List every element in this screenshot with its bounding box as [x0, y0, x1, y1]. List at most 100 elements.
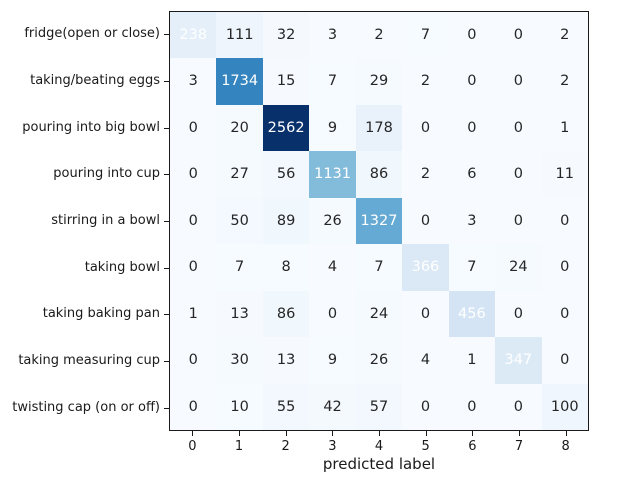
- matrix-cell: 0: [541, 290, 588, 338]
- matrix-cell: 1: [448, 337, 496, 384]
- matrix-cell: 6: [448, 151, 496, 198]
- matrix-cell: 100: [541, 383, 588, 430]
- matrix-cell: 0: [170, 337, 217, 384]
- x-tick-mark: [285, 431, 287, 436]
- matrix-cell: 32: [262, 12, 310, 59]
- matrix-cell: 1131: [309, 151, 356, 198]
- matrix-cell: 0: [448, 383, 496, 430]
- matrix-cell: 0: [495, 290, 542, 338]
- heatmap-cells: 238 111 32 3 2 7 0 0 2 3 1734 15 7 29 2 0 0 2 0 20 2562 9 178 0…: [170, 12, 588, 430]
- y-tick-label: stirring in a bowl: [51, 213, 160, 228]
- matrix-cell: 0: [402, 197, 449, 245]
- matrix-cell: 13: [262, 337, 310, 384]
- y-tick-label: taking/beating eggs: [30, 73, 160, 88]
- matrix-cell: 86: [262, 290, 310, 338]
- matrix-cell: 56: [262, 151, 310, 198]
- y-tick-mark: [164, 221, 169, 222]
- matrix-cell: 50: [216, 197, 263, 245]
- matrix-cell: 0: [309, 290, 356, 338]
- y-tick-label: pouring into cup: [53, 166, 160, 182]
- matrix-cell: 0: [495, 58, 542, 105]
- matrix-cell: 0: [402, 290, 449, 338]
- matrix-cell: 9: [309, 104, 356, 152]
- matrix-cell: 238: [170, 12, 217, 59]
- y-tick-label: twisting cap (on or off): [12, 399, 160, 415]
- matrix-cell: 0: [170, 151, 217, 198]
- y-tick-label: pouring into big bowl: [22, 119, 160, 135]
- matrix-cell: 9: [309, 337, 356, 384]
- x-tick-mark: [519, 431, 520, 436]
- x-tick-mark: [192, 431, 194, 436]
- matrix-cell: 24: [355, 290, 403, 338]
- y-tick-mark: [164, 267, 169, 269]
- matrix-cell: 4: [309, 244, 356, 291]
- y-tick-mark: [164, 34, 169, 36]
- matrix-cell: 0: [448, 12, 496, 59]
- x-tick-label: 7: [514, 439, 524, 454]
- x-tick-label: 3: [328, 439, 337, 454]
- matrix-cell: 0: [495, 383, 542, 430]
- y-tick-mark: [164, 407, 169, 409]
- x-tick-mark: [379, 431, 380, 436]
- matrix-cell: 57: [355, 383, 403, 430]
- x-tick-label: 5: [421, 439, 430, 454]
- matrix-cell: 55: [262, 383, 310, 430]
- x-tick-label: 4: [374, 439, 384, 454]
- x-tick-mark: [565, 431, 567, 436]
- x-tick-mark: [332, 431, 334, 436]
- matrix-cell: 26: [355, 337, 403, 384]
- matrix-cell: 0: [495, 12, 542, 59]
- matrix-cell: 2: [402, 151, 449, 198]
- x-tick-mark: [425, 431, 427, 436]
- matrix-cell: 7: [216, 244, 263, 291]
- matrix-cell: 2: [541, 58, 588, 105]
- matrix-cell: 1734: [216, 58, 263, 105]
- matrix-cell: 13: [216, 290, 263, 338]
- matrix-cell: 4: [402, 337, 449, 384]
- matrix-cell: 7: [309, 58, 356, 105]
- matrix-cell: 10: [216, 383, 263, 430]
- matrix-cell: 111: [216, 12, 263, 59]
- heatmap-plot: 238 111 32 3 2 7 0 0 2 3 1734 15 7 29 2 0 0 2 0 20 2562 9 178 0…: [169, 11, 589, 431]
- x-tick-mark: [472, 431, 474, 436]
- matrix-cell: 42: [309, 383, 356, 430]
- x-tick-label: 0: [188, 439, 197, 454]
- matrix-cell: 86: [355, 151, 403, 198]
- matrix-cell: 0: [170, 383, 217, 430]
- x-tick-label: 6: [468, 439, 477, 454]
- y-tick-label: fridge(open or close): [24, 26, 160, 42]
- matrix-cell: 1: [541, 104, 588, 152]
- matrix-cell: 7: [355, 244, 403, 291]
- matrix-cell: 24: [495, 244, 542, 291]
- matrix-cell: 27: [216, 151, 263, 198]
- matrix-cell: 0: [170, 244, 217, 291]
- matrix-cell: 26: [309, 197, 356, 245]
- matrix-cell: 29: [355, 58, 403, 105]
- matrix-cell: 30: [216, 337, 263, 384]
- matrix-cell: 347: [495, 337, 542, 384]
- y-tick-mark: [164, 361, 169, 362]
- x-tick-label: 2: [281, 439, 290, 454]
- matrix-cell: 0: [170, 104, 217, 152]
- matrix-cell: 1: [170, 290, 217, 338]
- matrix-cell: 2: [541, 12, 588, 59]
- x-tick-mark: [239, 431, 240, 436]
- y-tick-label: taking baking pan: [42, 306, 160, 322]
- matrix-cell: 0: [541, 337, 588, 384]
- matrix-cell: 3: [170, 58, 217, 105]
- matrix-cell: 456: [448, 290, 496, 338]
- matrix-cell: 0: [170, 197, 217, 245]
- y-tick-label: taking measuring cup: [18, 353, 160, 368]
- y-tick-mark: [164, 174, 169, 176]
- matrix-cell: 2: [355, 12, 403, 59]
- matrix-cell: 1327: [355, 197, 403, 245]
- y-tick-mark: [164, 314, 169, 316]
- matrix-cell: 7: [448, 244, 496, 291]
- matrix-cell: 0: [448, 104, 496, 152]
- matrix-cell: 7: [402, 12, 449, 59]
- y-tick-mark: [164, 127, 169, 129]
- matrix-cell: 3: [448, 197, 496, 245]
- matrix-cell: 89: [262, 197, 310, 245]
- matrix-cell: 0: [495, 151, 542, 198]
